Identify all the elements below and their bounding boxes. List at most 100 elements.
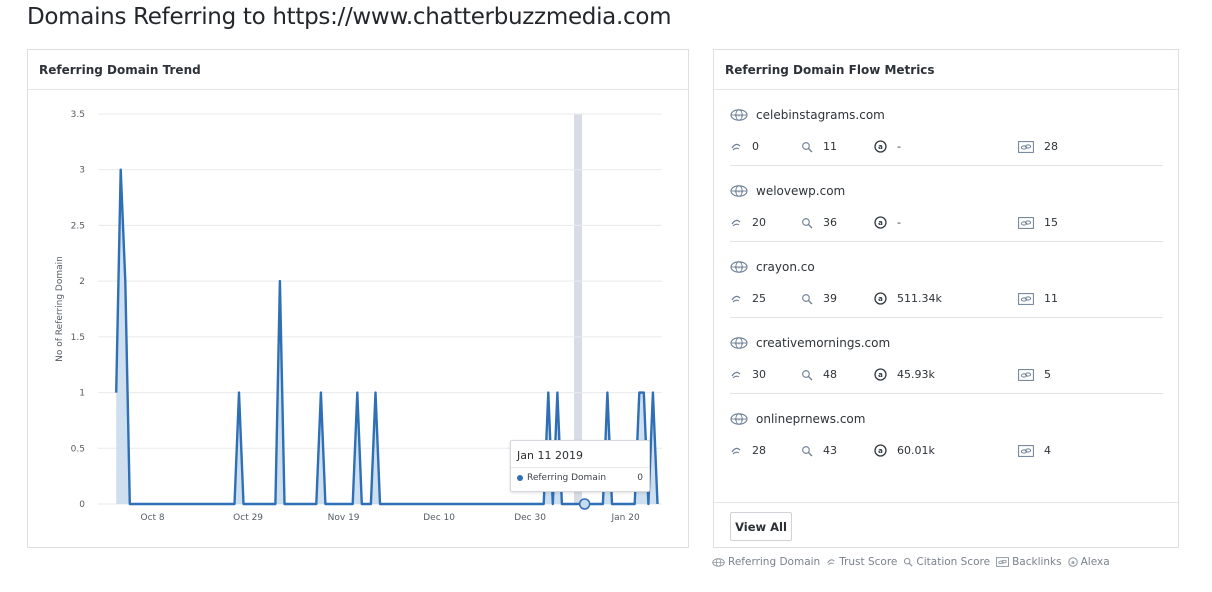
svg-text:a: a: [1071, 560, 1075, 566]
list-item: www welovewp.com 20 36 a - 15: [730, 166, 1163, 242]
backlinks-icon: [1018, 216, 1034, 229]
citation-score-value: 36: [823, 216, 837, 229]
alexa-rank: a 45.93k: [874, 368, 935, 381]
alexa-rank: a 60.01k: [874, 444, 935, 457]
citation-score: 11: [801, 140, 837, 153]
alexa-icon: a: [874, 444, 887, 457]
list-item: www onlineprnews.com 28 43 a 60.01k: [730, 394, 1163, 470]
alexa-value: 45.93k: [897, 368, 935, 381]
domain-name[interactable]: www celebinstagrams.com: [730, 108, 885, 122]
x-tick-label: Dec 30: [514, 513, 546, 523]
svg-text:a: a: [878, 295, 883, 303]
legend-alexa: a Alexa: [1067, 556, 1110, 568]
metric-row: 25 39 a 511.34k 11: [730, 292, 1163, 306]
x-tick-label: Jan 20: [611, 513, 640, 523]
globe-icon: www: [730, 261, 748, 273]
trust-score-value: 28: [752, 444, 766, 457]
hover-point[interactable]: [578, 498, 591, 510]
metric-row: 30 48 a 45.93k 5: [730, 368, 1163, 382]
domain-name[interactable]: www welovewp.com: [730, 184, 845, 198]
view-all-button[interactable]: View All: [730, 512, 792, 541]
backlinks-value: 11: [1044, 292, 1058, 305]
domain-label: celebinstagrams.com: [756, 108, 885, 122]
trust-score-value: 30: [752, 368, 766, 381]
y-axis-label: No of Referring Domain: [55, 256, 65, 362]
citation-score-icon: [904, 557, 913, 567]
trust-score: 30: [730, 368, 766, 381]
backlinks-icon: [1018, 368, 1034, 381]
alexa-icon: a: [874, 140, 887, 153]
backlinks: 4: [1018, 444, 1051, 457]
domain-name[interactable]: www creativemornings.com: [730, 336, 890, 350]
trust-score-icon: [827, 559, 835, 565]
legend-citation-score: Citation Score: [903, 556, 990, 568]
trust-score-icon: [731, 447, 741, 454]
backlinks-icon: [1018, 444, 1034, 457]
svg-text:www: www: [735, 266, 744, 270]
trust-score-value: 25: [752, 292, 766, 305]
backlinks-value: 15: [1044, 216, 1058, 229]
svg-text:a: a: [878, 371, 883, 379]
domain-name[interactable]: www crayon.co: [730, 260, 815, 274]
trust-score: 28: [730, 444, 766, 457]
flow-panel-footer: View All: [714, 502, 1178, 548]
tooltip-date: Jan 11 2019: [511, 441, 649, 468]
x-tick-label: Dec 10: [423, 513, 455, 523]
trust-score-icon: [731, 295, 741, 302]
trust-score: 25: [730, 292, 766, 305]
trend-chart[interactable]: 0 0.5 1 1.5 2 2.5 3 3.5 Oct 8 Oct 29 Nov 19 Dec 10…: [28, 90, 688, 548]
x-tick-label: Oct 29: [233, 513, 263, 523]
citation-score-icon: [802, 293, 813, 304]
legend-label: Citation Score: [916, 556, 991, 568]
y-tick-label: 1.5: [71, 333, 85, 343]
alexa-icon: a: [1067, 557, 1078, 567]
legend-label: Referring Domain: [728, 556, 821, 568]
chart-tooltip: Jan 11 2019 Referring Domain 0: [510, 440, 650, 492]
domain-label: onlineprnews.com: [756, 412, 866, 426]
y-tick-label: 2.5: [71, 221, 85, 231]
citation-score: 43: [801, 444, 837, 457]
citation-score-value: 11: [823, 140, 837, 153]
domain-label: creativemornings.com: [756, 336, 891, 350]
svg-text:a: a: [878, 219, 883, 227]
svg-text:a: a: [878, 447, 883, 455]
globe-icon: www: [730, 109, 748, 121]
trust-score-icon: [731, 143, 741, 150]
alexa-icon: a: [874, 368, 887, 381]
legend-label: Alexa: [1080, 556, 1110, 568]
citation-score: 48: [801, 368, 837, 381]
alexa-value: 60.01k: [897, 444, 935, 457]
list-item: www creativemornings.com 30 48 a 45.93k: [730, 318, 1163, 394]
globe-icon: www: [730, 185, 748, 197]
legend-trust-score: Trust Score: [826, 556, 897, 568]
backlinks-value: 5: [1044, 368, 1051, 381]
svg-text:www: www: [735, 342, 744, 346]
y-tick-label: 3.5: [71, 110, 85, 120]
citation-score-icon: [802, 141, 813, 152]
globe-icon: [712, 557, 725, 567]
backlinks-value: 4: [1044, 444, 1051, 457]
hover-band: [574, 114, 582, 504]
backlinks: 15: [1018, 216, 1058, 229]
trust-score-icon: [731, 219, 741, 226]
x-axis: Oct 8 Oct 29 Nov 19 Dec 10 Dec 30 Jan 20: [141, 513, 640, 523]
series-line-referring-domain: [115, 168, 659, 506]
svg-text:a: a: [878, 143, 883, 151]
citation-score: 39: [801, 292, 837, 305]
metric-row: 0 11 a - 28: [730, 140, 1163, 154]
domain-name[interactable]: www onlineprnews.com: [730, 412, 865, 426]
backlinks: 11: [1018, 292, 1058, 305]
trust-score-value: 20: [752, 216, 766, 229]
trust-score: 0: [730, 140, 759, 153]
svg-text:www: www: [735, 418, 744, 422]
legend-label: Backlinks: [1012, 556, 1062, 568]
citation-score-value: 39: [823, 292, 837, 305]
tooltip-row: Referring Domain 0: [511, 468, 649, 488]
trust-score-value: 0: [752, 140, 759, 153]
legend-label: Trust Score: [839, 556, 898, 568]
list-item: www celebinstagrams.com 0 11 a -: [730, 90, 1163, 166]
backlinks: 5: [1018, 368, 1051, 381]
domain-list: www celebinstagrams.com 0 11 a -: [730, 90, 1163, 470]
metric-row: 20 36 a - 15: [730, 216, 1163, 230]
backlinks-icon: [1018, 292, 1034, 305]
